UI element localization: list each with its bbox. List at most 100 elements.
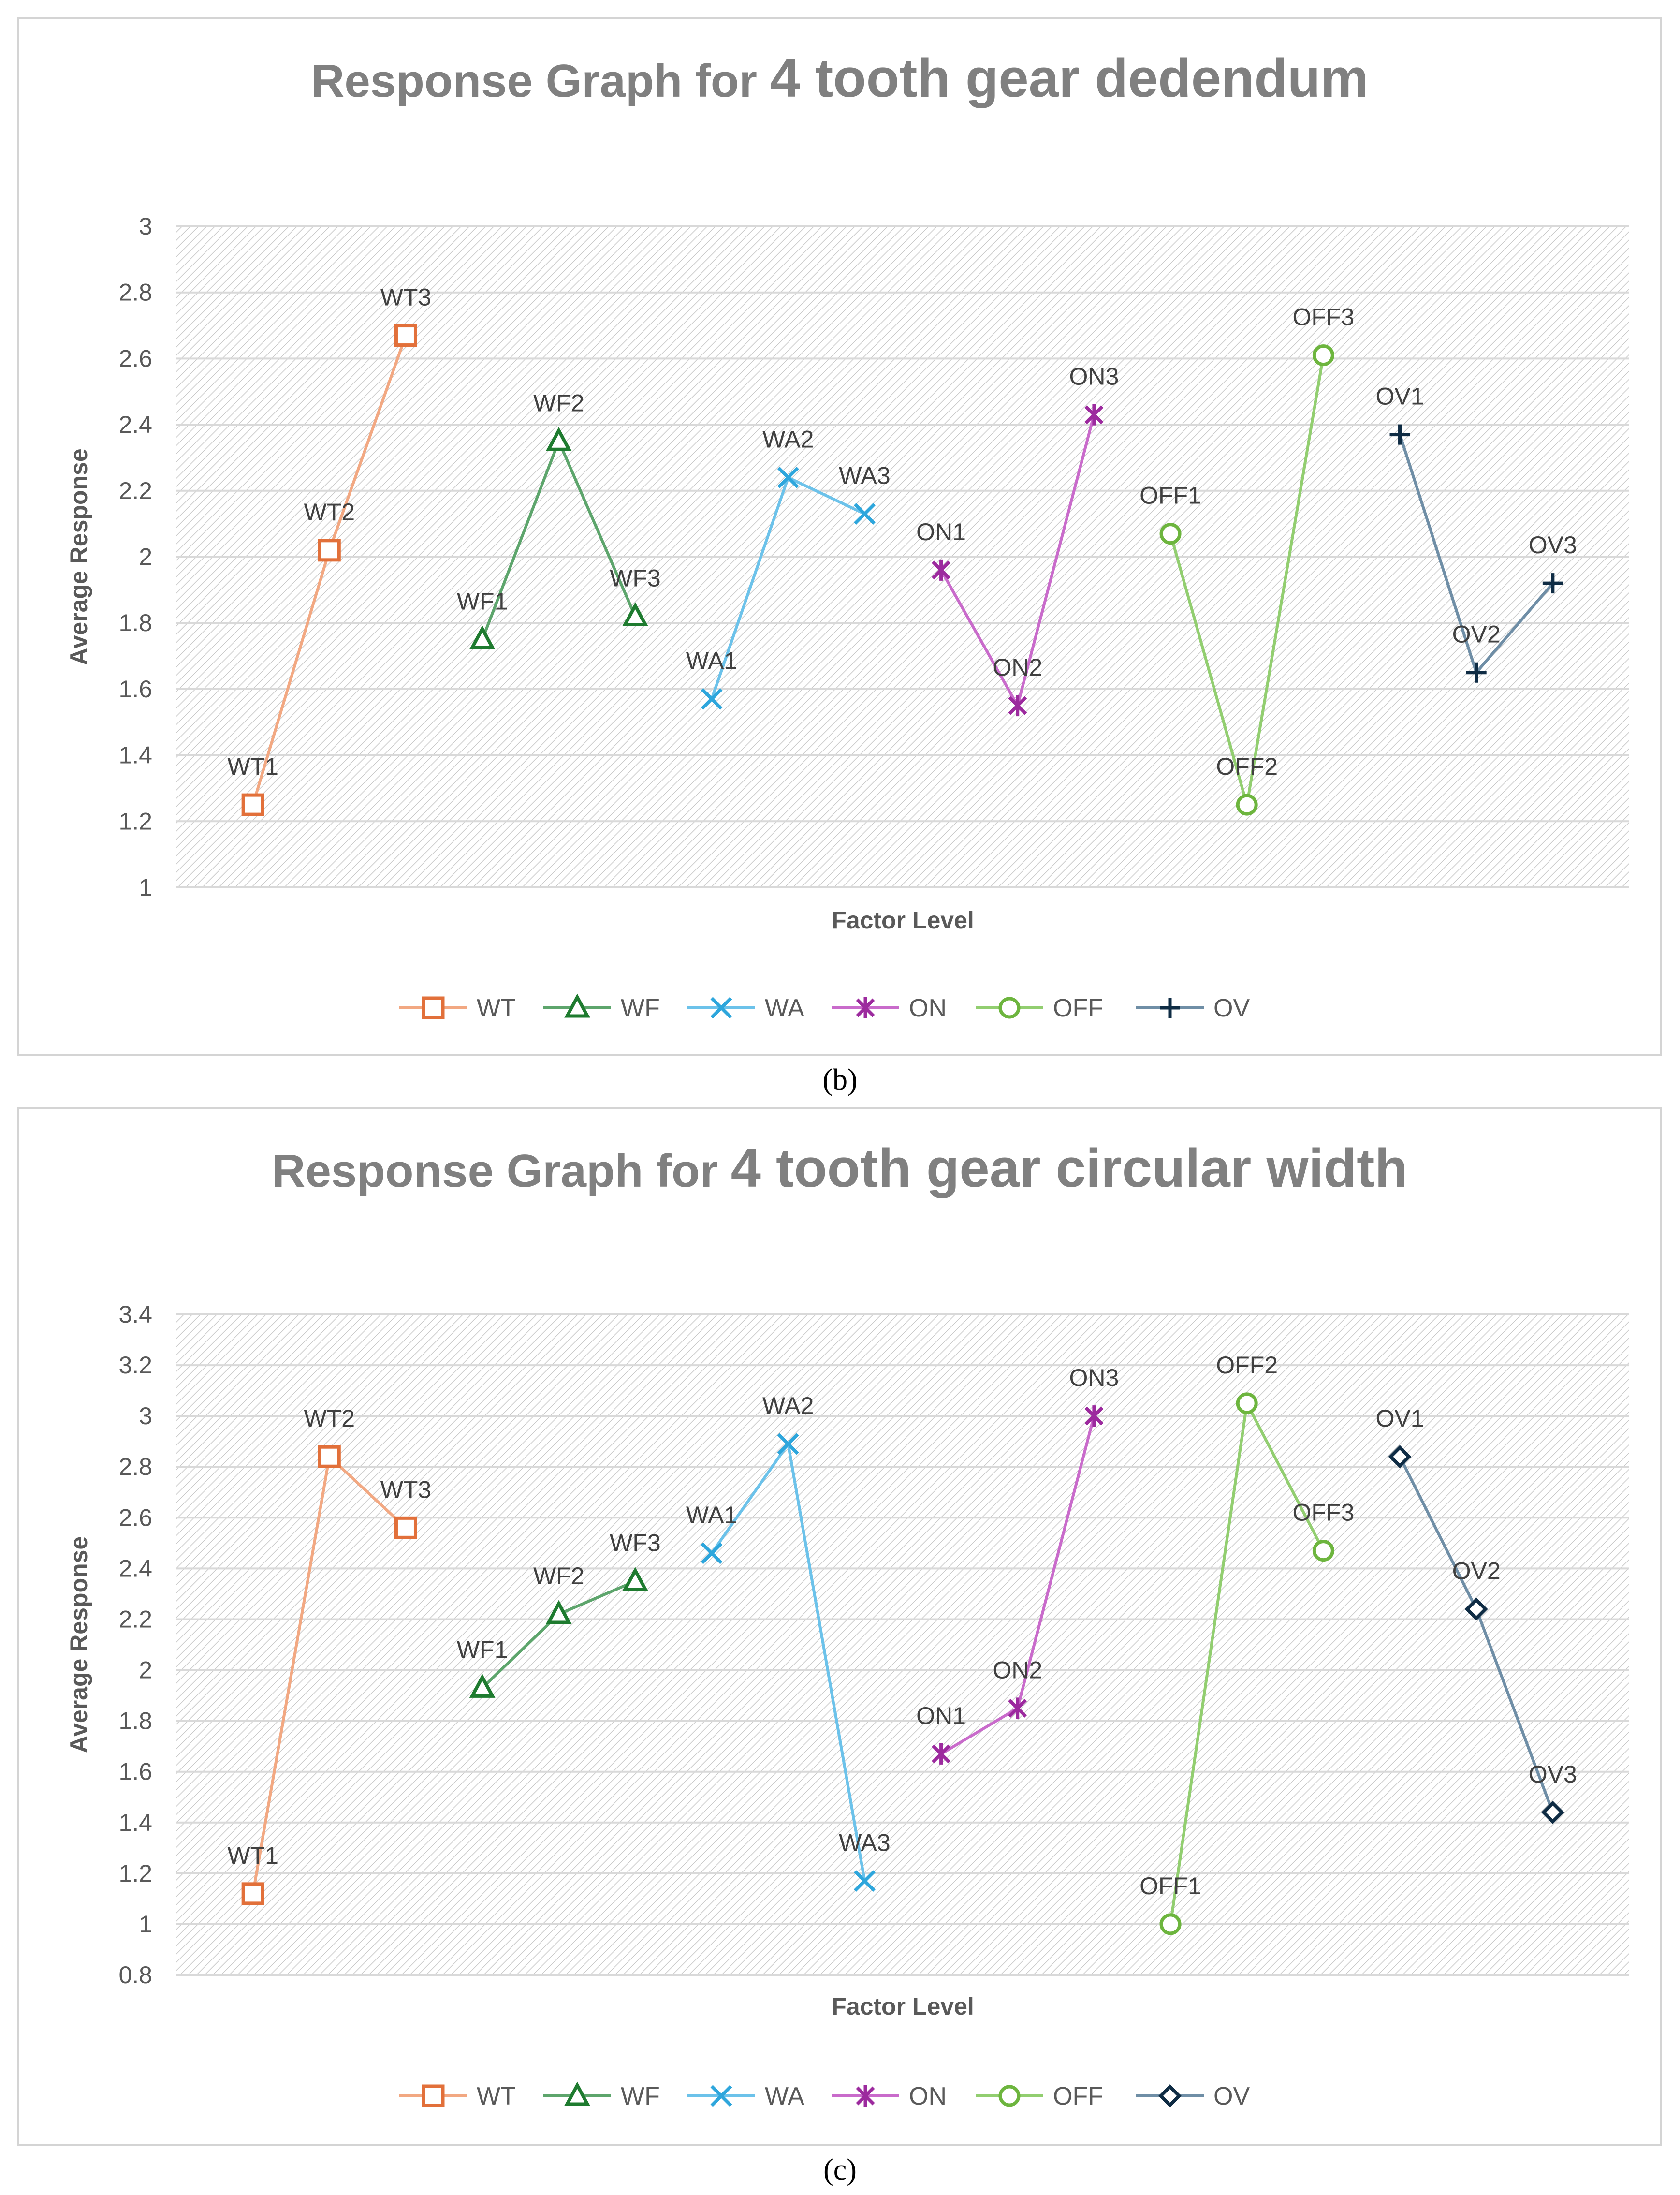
data-point — [701, 1542, 723, 1564]
y-tick-label: 3.2 — [118, 1352, 152, 1379]
data-point — [469, 625, 496, 649]
y-axis-label: Average Response — [65, 1536, 92, 1753]
legend-marker — [422, 2084, 445, 2107]
y-tick-label: 1.2 — [118, 1860, 152, 1887]
data-point — [1236, 1392, 1258, 1414]
legend-item-on: ON — [832, 994, 947, 1022]
data-point — [545, 427, 572, 451]
y-tick-label: 1.2 — [118, 808, 152, 835]
data-point — [394, 1516, 417, 1539]
y-tick-label: 1.6 — [118, 1758, 152, 1785]
y-tick-label: 1.4 — [118, 742, 152, 769]
data-label: ON3 — [1069, 363, 1119, 390]
legend-marker — [422, 996, 445, 1019]
data-label: WF1 — [457, 588, 508, 615]
data-point — [394, 324, 417, 347]
data-point — [1464, 1597, 1488, 1621]
data-label: OFF3 — [1292, 1499, 1354, 1526]
data-label: WA1 — [686, 647, 738, 674]
data-label: OFF2 — [1216, 753, 1278, 780]
y-tick-label: 3 — [139, 213, 152, 240]
series-on: ON1 ON2 ON3 — [916, 1364, 1119, 1765]
series-wf: WF1 WF2 WF3 — [457, 389, 661, 649]
data-point — [853, 1870, 876, 1892]
y-tick-label: 2.8 — [118, 1453, 152, 1480]
chart-title-prefix: Response Graph for — [311, 55, 770, 107]
legend-item-ov: OV — [1136, 2082, 1250, 2110]
y-tick-label: 1.8 — [118, 1708, 152, 1735]
plot-area — [176, 1314, 1629, 1975]
x-axis-label: Factor Level — [832, 907, 974, 934]
data-point — [622, 1567, 648, 1591]
legend-item-wf: WF — [543, 993, 660, 1022]
series-ov: OV1 OV2 OV3 — [1375, 1405, 1577, 1824]
series-ov: OV1 OV2 OV3 — [1375, 383, 1577, 683]
data-point — [1008, 1697, 1027, 1719]
series-off: OFF1 OFF2 OFF3 — [1139, 1352, 1354, 1935]
data-label: OFF2 — [1216, 1352, 1278, 1379]
data-label: OV3 — [1529, 531, 1577, 559]
data-label: WT1 — [227, 1842, 278, 1869]
legend-label: ON — [909, 994, 947, 1022]
legend-item-wt: WT — [399, 2082, 516, 2110]
data-point — [318, 539, 341, 562]
legend-label: WF — [621, 994, 660, 1022]
y-tick-label: 2 — [139, 1657, 152, 1684]
y-tick-label: 2.4 — [118, 411, 152, 438]
data-label: OV1 — [1375, 383, 1424, 410]
legend-item-wt: WT — [399, 994, 516, 1022]
chart-title-prefix: Response Graph for — [272, 1145, 731, 1197]
y-tick-label: 2.6 — [118, 1504, 152, 1531]
data-label: WF3 — [610, 565, 661, 592]
data-point — [1541, 1800, 1564, 1824]
legend-marker — [1158, 2084, 1182, 2107]
data-label: WT1 — [227, 753, 278, 780]
data-label: WA2 — [762, 1392, 814, 1419]
chart-panel-b: Response Graph for 4 tooth gear dedendum… — [17, 17, 1662, 1056]
data-point — [622, 602, 648, 627]
data-point — [932, 1743, 951, 1765]
y-tick-label: 2.2 — [118, 1606, 152, 1633]
data-label: WA3 — [839, 462, 891, 489]
legend-label: OV — [1213, 2082, 1250, 2110]
data-label: WT2 — [304, 499, 355, 526]
data-point — [318, 1445, 341, 1468]
data-point — [241, 793, 264, 816]
series-wt: WT1 WT2 WT3 — [227, 284, 432, 816]
data-point — [701, 688, 723, 710]
data-point — [1312, 1540, 1334, 1562]
data-point — [545, 1600, 572, 1624]
chart-title-main: 4 tooth gear dedendum — [770, 48, 1369, 108]
chart-panel-c: Response Graph for 4 tooth gear circular… — [17, 1107, 1662, 2146]
data-label: OFF1 — [1139, 482, 1201, 509]
series-on: ON1 ON2 ON3 — [916, 363, 1119, 717]
legend-label: WA — [765, 994, 804, 1022]
data-label: ON1 — [916, 1702, 966, 1729]
data-point — [1312, 344, 1334, 367]
data-point — [1466, 662, 1487, 683]
data-label: WF2 — [533, 389, 584, 416]
data-point — [1389, 424, 1410, 445]
legend-marker — [710, 2085, 732, 2107]
legend-label: OFF — [1053, 2082, 1103, 2110]
y-tick-label: 1.8 — [118, 609, 152, 636]
data-label: WT3 — [380, 1476, 432, 1503]
data-label: WF1 — [457, 1636, 508, 1663]
data-label: WF3 — [610, 1530, 661, 1557]
legend-item-off: OFF — [976, 994, 1103, 1022]
y-axis-label: Average Response — [65, 448, 92, 665]
data-label: OFF1 — [1139, 1872, 1201, 1900]
data-label: WA3 — [839, 1829, 891, 1856]
chart-b: Response Graph for 4 tooth gear dedendum… — [65, 48, 1629, 1022]
data-label: OV2 — [1452, 1557, 1501, 1584]
data-point — [853, 503, 876, 525]
legend-marker — [564, 2081, 590, 2106]
data-label: WT3 — [380, 284, 432, 311]
data-label: WA1 — [686, 1502, 738, 1529]
y-tick-label: 2 — [139, 544, 152, 571]
data-point — [1236, 794, 1258, 816]
x-axis-label: Factor Level — [832, 1993, 974, 2020]
legend-label: WF — [621, 2082, 660, 2110]
data-label: ON3 — [1069, 1364, 1119, 1391]
series-wa: WA1 WA2 WA3 — [686, 1392, 891, 1892]
